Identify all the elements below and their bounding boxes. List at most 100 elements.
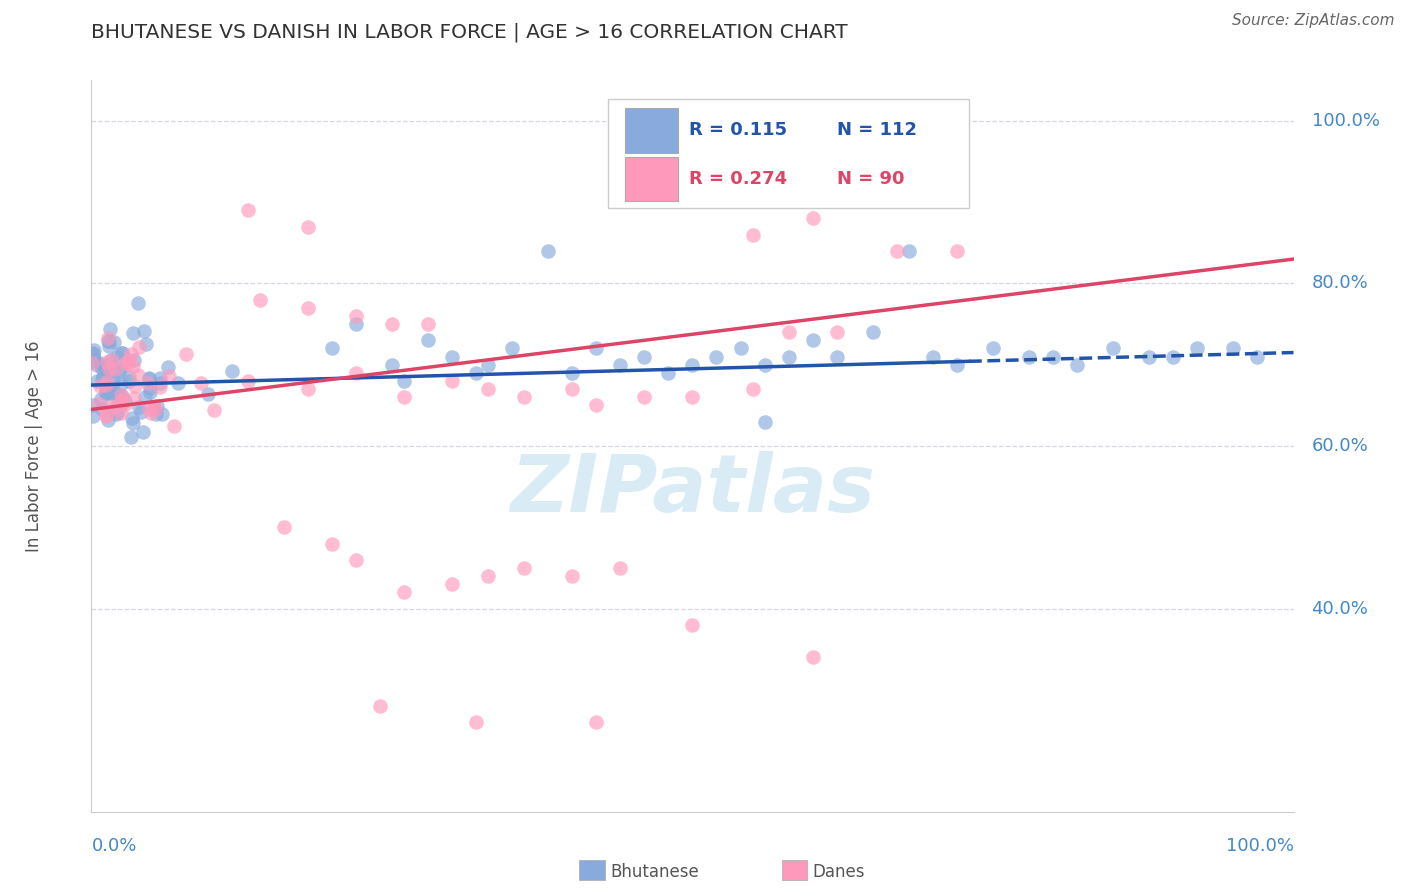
- Point: [111, 345, 134, 359]
- Text: In Labor Force | Age > 16: In Labor Force | Age > 16: [25, 340, 42, 552]
- Point: [741, 227, 763, 242]
- Point: [115, 355, 138, 369]
- Text: 80.0%: 80.0%: [1312, 275, 1368, 293]
- Point: [922, 350, 945, 364]
- Point: [886, 244, 908, 258]
- Point: [344, 553, 367, 567]
- Text: 40.0%: 40.0%: [1312, 599, 1368, 617]
- Point: [537, 244, 560, 258]
- Point: [609, 561, 631, 575]
- Point: [90, 361, 112, 376]
- Point: [91, 372, 114, 386]
- Point: [1018, 350, 1040, 364]
- Point: [297, 382, 319, 396]
- Point: [139, 406, 162, 420]
- Point: [513, 390, 536, 404]
- Point: [134, 390, 156, 404]
- Point: [368, 699, 391, 714]
- Point: [129, 405, 152, 419]
- Point: [477, 382, 499, 396]
- Point: [128, 340, 150, 354]
- Point: [946, 244, 969, 258]
- Point: [110, 406, 132, 420]
- Point: [104, 408, 127, 422]
- Point: [100, 385, 122, 400]
- Point: [110, 388, 132, 402]
- Point: [82, 347, 104, 361]
- Text: 100.0%: 100.0%: [1226, 838, 1294, 855]
- FancyBboxPatch shape: [609, 99, 969, 209]
- Point: [120, 347, 142, 361]
- Point: [801, 211, 824, 226]
- Point: [93, 369, 115, 384]
- Point: [273, 520, 295, 534]
- Point: [778, 325, 800, 339]
- Point: [440, 350, 463, 364]
- Point: [633, 390, 655, 404]
- Point: [585, 342, 607, 356]
- Point: [946, 358, 969, 372]
- Point: [111, 393, 134, 408]
- Point: [108, 364, 131, 378]
- Point: [585, 715, 607, 730]
- Text: BHUTANESE VS DANISH IN LABOR FORCE | AGE > 16 CORRELATION CHART: BHUTANESE VS DANISH IN LABOR FORCE | AGE…: [91, 22, 848, 42]
- Point: [118, 375, 141, 389]
- Point: [122, 353, 145, 368]
- Point: [156, 359, 179, 374]
- Point: [122, 359, 145, 374]
- Point: [96, 409, 118, 423]
- Point: [94, 381, 117, 395]
- Point: [86, 358, 108, 372]
- Point: [138, 370, 160, 384]
- Point: [465, 715, 488, 730]
- Point: [142, 401, 165, 415]
- Point: [86, 374, 108, 388]
- Point: [477, 358, 499, 372]
- Point: [83, 343, 105, 358]
- Point: [94, 408, 117, 422]
- Point: [344, 366, 367, 380]
- Point: [97, 334, 120, 348]
- Text: R = 0.274: R = 0.274: [689, 170, 787, 188]
- Point: [825, 325, 848, 339]
- Point: [89, 379, 111, 393]
- Point: [477, 569, 499, 583]
- Point: [157, 369, 180, 384]
- Text: 60.0%: 60.0%: [1312, 437, 1368, 455]
- Point: [249, 293, 271, 307]
- Point: [862, 325, 884, 339]
- Point: [321, 536, 343, 550]
- Point: [98, 385, 121, 400]
- Point: [89, 397, 111, 411]
- Point: [657, 366, 679, 380]
- Point: [83, 354, 105, 368]
- Text: R = 0.115: R = 0.115: [689, 121, 787, 139]
- Point: [104, 362, 127, 376]
- Point: [1161, 350, 1184, 364]
- Point: [82, 356, 104, 370]
- Point: [981, 342, 1004, 356]
- Point: [139, 381, 162, 395]
- Point: [801, 334, 824, 348]
- Point: [344, 317, 367, 331]
- Point: [90, 357, 112, 371]
- Point: [103, 374, 125, 388]
- Point: [124, 379, 146, 393]
- Point: [101, 372, 124, 386]
- Point: [127, 368, 149, 382]
- Point: [101, 383, 124, 397]
- Point: [561, 569, 583, 583]
- Text: ZIPatlas: ZIPatlas: [510, 450, 875, 529]
- Point: [97, 334, 120, 348]
- Point: [202, 403, 225, 417]
- Point: [561, 366, 583, 380]
- Point: [96, 375, 118, 389]
- Point: [111, 345, 134, 359]
- Point: [149, 376, 172, 390]
- Point: [197, 387, 219, 401]
- Point: [98, 357, 121, 371]
- Point: [681, 390, 703, 404]
- Point: [633, 350, 655, 364]
- Point: [138, 372, 160, 386]
- Point: [142, 399, 165, 413]
